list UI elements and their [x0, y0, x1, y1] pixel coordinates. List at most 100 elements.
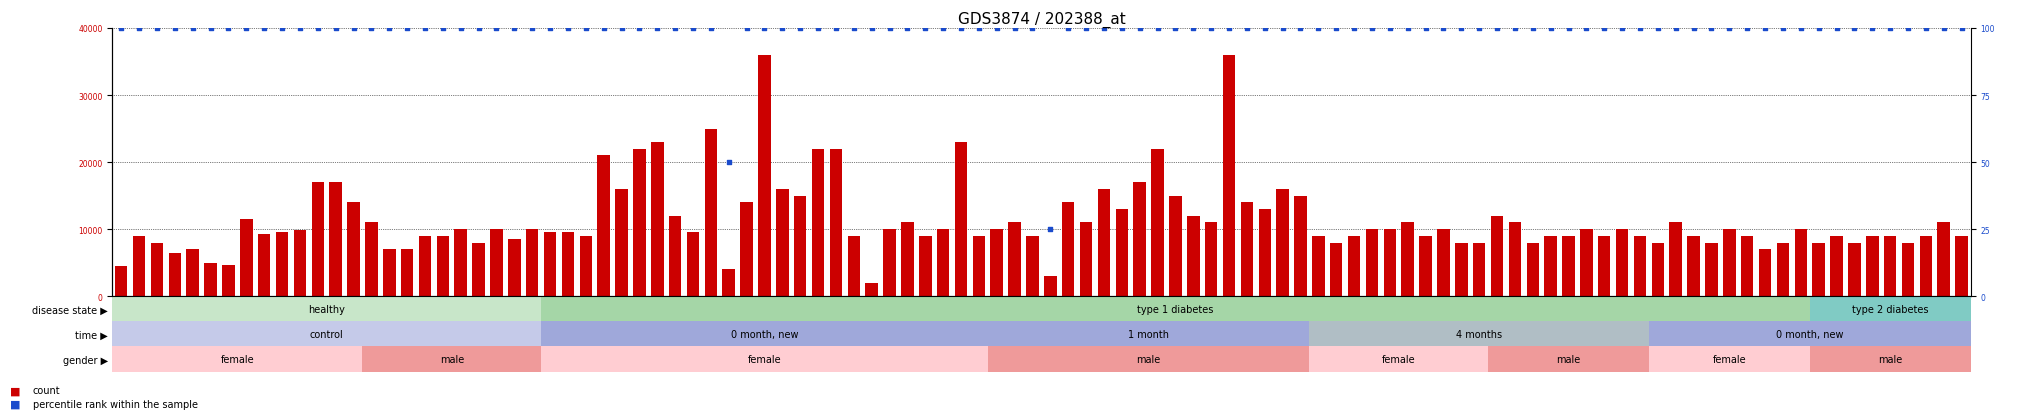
Bar [1509, 223, 1521, 297]
Point [1642, 26, 1674, 32]
Bar [1276, 190, 1289, 297]
Bar [1758, 249, 1770, 297]
Bar [1809, 297, 1971, 322]
Bar [758, 56, 770, 297]
Point [1017, 26, 1050, 32]
Bar [1705, 243, 1717, 297]
Point [713, 159, 745, 166]
Bar [1919, 236, 1932, 297]
Bar [1384, 230, 1397, 297]
Point [1409, 26, 1442, 32]
Bar [580, 236, 592, 297]
Bar [1295, 196, 1307, 297]
Point [319, 26, 351, 32]
Bar [1186, 216, 1199, 297]
Bar [527, 230, 539, 297]
Point [1248, 26, 1280, 32]
Bar [541, 347, 988, 372]
Bar [1242, 203, 1254, 297]
Text: male: male [1879, 354, 1903, 364]
Point [1713, 26, 1746, 32]
Point [498, 26, 531, 32]
Point [641, 26, 674, 32]
Text: healthy: healthy [308, 304, 345, 314]
Bar [1848, 243, 1860, 297]
Point [517, 26, 549, 32]
Point [1623, 26, 1656, 32]
Bar [829, 150, 841, 297]
Bar [988, 347, 1309, 372]
Bar [1634, 236, 1646, 297]
Text: female: female [747, 354, 782, 364]
Bar [990, 230, 1003, 297]
Point [302, 26, 335, 32]
Bar [1809, 347, 1971, 372]
Bar [1313, 236, 1325, 297]
Text: ■: ■ [10, 399, 20, 409]
Bar [1813, 243, 1826, 297]
Bar [1723, 230, 1736, 297]
Point [1213, 26, 1246, 32]
Point [1480, 26, 1513, 32]
Text: female: female [1382, 354, 1415, 364]
Point [123, 26, 155, 32]
Bar [1258, 209, 1270, 297]
Bar [1309, 347, 1489, 372]
Text: male: male [439, 354, 464, 364]
Point [1070, 26, 1103, 32]
Bar [1938, 223, 1950, 297]
Point [999, 26, 1031, 32]
Point [1891, 26, 1924, 32]
Point [784, 26, 817, 32]
Bar [1472, 243, 1485, 297]
Bar [1080, 223, 1092, 297]
Bar [633, 150, 645, 297]
Bar [112, 347, 363, 372]
Point [1838, 26, 1870, 32]
Point [1589, 26, 1621, 32]
Point [927, 26, 960, 32]
Bar [704, 129, 717, 297]
Point [1819, 26, 1852, 32]
Point [104, 26, 137, 32]
Point [408, 26, 441, 32]
Bar [1009, 223, 1021, 297]
Text: female: female [221, 354, 253, 364]
Text: count: count [33, 385, 61, 395]
Point [604, 26, 637, 32]
Bar [866, 283, 878, 297]
Bar [847, 236, 860, 297]
Bar [419, 236, 431, 297]
Bar [1366, 230, 1378, 297]
Bar [112, 322, 541, 347]
Point [194, 26, 227, 32]
Text: percentile rank within the sample: percentile rank within the sample [33, 399, 198, 409]
Bar [541, 297, 1809, 322]
Bar [1133, 183, 1146, 297]
Bar [490, 230, 502, 297]
Point [1338, 26, 1370, 32]
Bar [1742, 236, 1754, 297]
Bar [1062, 203, 1074, 297]
Bar [651, 142, 664, 297]
Point [231, 26, 263, 32]
Point [265, 26, 298, 32]
Bar [541, 322, 988, 347]
Point [837, 26, 870, 32]
Text: 4 months: 4 months [1456, 329, 1503, 339]
Bar [1329, 243, 1342, 297]
Bar [670, 216, 682, 297]
Point [1123, 26, 1156, 32]
Point [962, 26, 994, 32]
Point [337, 26, 370, 32]
Text: 0 month, new: 0 month, new [1777, 329, 1844, 339]
Bar [562, 233, 574, 297]
Bar [223, 265, 235, 297]
Point [533, 26, 566, 32]
Point [660, 26, 692, 32]
Bar [1170, 196, 1182, 297]
Point [570, 26, 602, 32]
Text: male: male [1137, 354, 1160, 364]
Point [1446, 26, 1478, 32]
Point [212, 26, 245, 32]
